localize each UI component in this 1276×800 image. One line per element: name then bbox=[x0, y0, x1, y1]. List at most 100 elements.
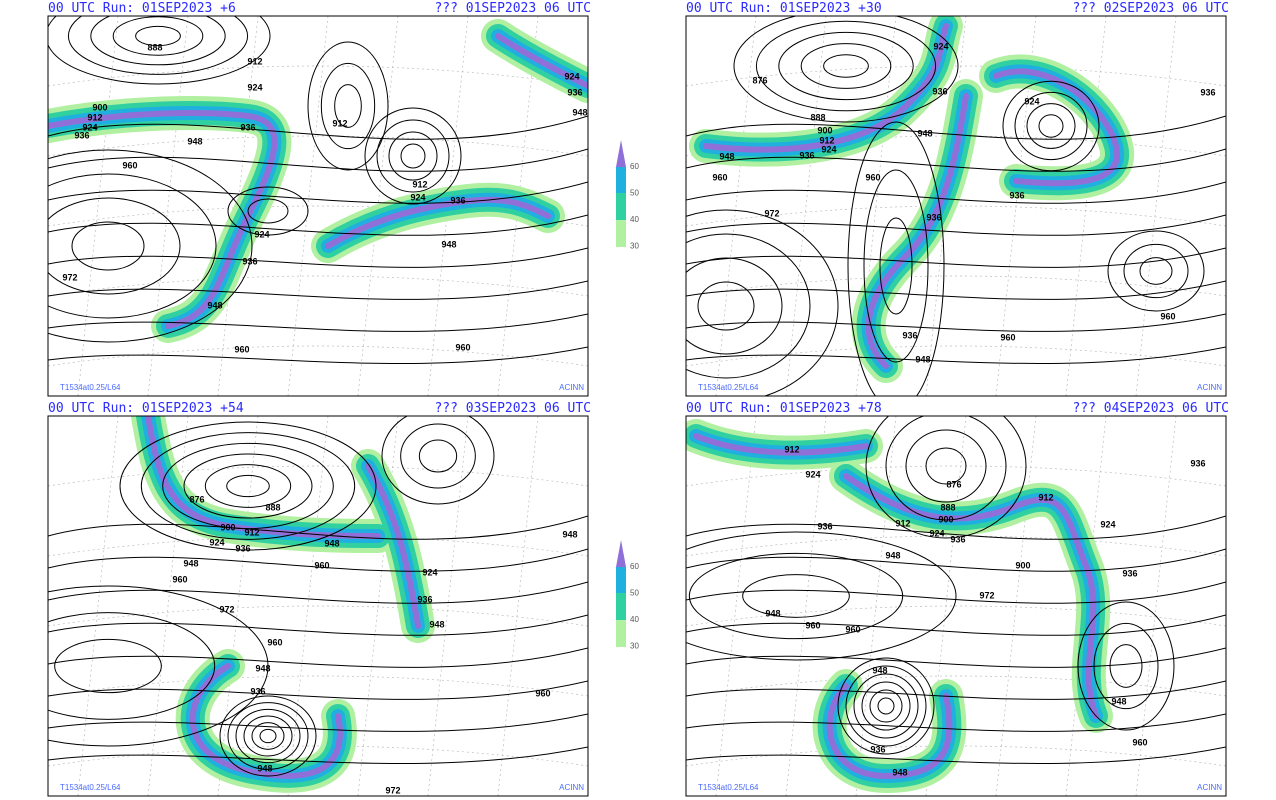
contour-label: 912 bbox=[247, 56, 262, 66]
colorbar-label: 50 bbox=[630, 589, 639, 598]
graticule bbox=[48, 135, 588, 157]
contour-label: 936 bbox=[1190, 458, 1205, 468]
map-panel: 912 924 936 948 960 960 876 888 900 912 924 948 936 9… bbox=[685, 415, 1227, 797]
contour bbox=[247, 198, 289, 224]
contour bbox=[877, 697, 895, 715]
contour bbox=[235, 708, 301, 764]
contour-label: 936 bbox=[240, 122, 255, 132]
jet-band bbox=[145, 416, 381, 539]
contour bbox=[905, 429, 987, 503]
contour-label: 960 bbox=[1160, 311, 1175, 321]
colorbar-segment bbox=[616, 620, 626, 647]
contour-label: 912 bbox=[87, 112, 102, 122]
contour bbox=[48, 713, 588, 732]
contour-label: 900 bbox=[1015, 560, 1030, 570]
contour bbox=[219, 695, 317, 777]
contour-label: 912 bbox=[412, 179, 427, 189]
footer-left: T1534at0.25/L64 bbox=[698, 783, 759, 792]
contour bbox=[119, 421, 377, 551]
contour-label: 948 bbox=[183, 558, 198, 568]
contour bbox=[686, 257, 783, 355]
contour bbox=[686, 115, 1226, 140]
jet-band bbox=[993, 68, 1121, 187]
contour bbox=[1107, 230, 1205, 312]
contour bbox=[742, 574, 850, 618]
contour-label: 948 bbox=[255, 663, 270, 673]
contour bbox=[48, 149, 253, 343]
contour bbox=[800, 43, 892, 89]
contour-label: 936 bbox=[817, 521, 832, 531]
contour-label: 936 bbox=[950, 534, 965, 544]
graticule bbox=[48, 675, 588, 697]
footer-right: ACINN bbox=[1197, 383, 1222, 392]
graticule bbox=[1065, 16, 1107, 396]
contour bbox=[140, 432, 356, 540]
contour-label: 960 bbox=[865, 172, 880, 182]
contour-label: 948 bbox=[572, 107, 587, 117]
contour bbox=[865, 416, 1027, 539]
map-body bbox=[48, 16, 588, 396]
contour bbox=[686, 181, 1226, 204]
graticule bbox=[686, 675, 1226, 697]
contour bbox=[226, 474, 270, 498]
contour-label: 948 bbox=[719, 151, 734, 161]
contour-label: 960 bbox=[1132, 737, 1147, 747]
map-body bbox=[686, 16, 1226, 396]
contour bbox=[879, 217, 913, 315]
jet-band bbox=[693, 433, 869, 456]
contour bbox=[861, 681, 911, 731]
contour bbox=[1038, 114, 1064, 138]
contour-label: 936 bbox=[870, 744, 885, 754]
graticule bbox=[77, 416, 119, 796]
contour bbox=[686, 581, 1226, 604]
contour bbox=[48, 16, 271, 85]
contour bbox=[733, 16, 959, 123]
footer-left: T1534at0.25/L64 bbox=[60, 383, 121, 392]
map-frame bbox=[47, 15, 589, 397]
contour bbox=[48, 680, 588, 700]
contour bbox=[847, 121, 945, 396]
graticule bbox=[77, 16, 119, 396]
footer-right: ACINN bbox=[1197, 783, 1222, 792]
footer-left: T1534at0.25/L64 bbox=[698, 383, 759, 392]
contour bbox=[686, 647, 1226, 668]
map-body bbox=[686, 416, 1226, 796]
contour bbox=[204, 464, 292, 508]
contour-label: 948 bbox=[917, 128, 932, 138]
contour-label: 948 bbox=[885, 550, 900, 560]
map-frame bbox=[685, 415, 1227, 797]
contour bbox=[71, 221, 145, 271]
graticule bbox=[48, 275, 588, 297]
contour bbox=[48, 612, 216, 720]
colorbar-arrow bbox=[616, 140, 626, 167]
colorbar-arrow bbox=[616, 540, 626, 567]
contour-label: 924 bbox=[821, 144, 836, 154]
contour-label: 936 bbox=[1200, 87, 1215, 97]
contour-label: 960 bbox=[805, 620, 820, 630]
contour-label: 960 bbox=[267, 637, 282, 647]
contour bbox=[686, 148, 1226, 172]
contour bbox=[48, 746, 588, 764]
jet-band bbox=[865, 93, 969, 369]
contour bbox=[686, 713, 1226, 732]
contour bbox=[686, 313, 1226, 332]
contour bbox=[48, 197, 181, 295]
contour bbox=[853, 673, 919, 739]
contour bbox=[388, 131, 438, 181]
contour bbox=[845, 665, 927, 747]
contour-label: 912 bbox=[895, 518, 910, 528]
contour-label: 888 bbox=[147, 42, 162, 52]
colorbar-segment bbox=[616, 167, 626, 194]
footer-right: ACINN bbox=[559, 783, 584, 792]
header-left: 00 UTC Run: 01SEP2023 +78 bbox=[686, 401, 882, 416]
contour-label: 972 bbox=[764, 208, 779, 218]
contour-label: 912 bbox=[1038, 492, 1053, 502]
contour-label: 924 bbox=[209, 537, 224, 547]
contour-label: 960 bbox=[535, 688, 550, 698]
contour-label: 876 bbox=[752, 75, 767, 85]
contour bbox=[243, 715, 293, 757]
contour bbox=[869, 689, 903, 723]
contour bbox=[1123, 243, 1189, 299]
graticule bbox=[715, 16, 757, 396]
contour bbox=[48, 173, 217, 319]
